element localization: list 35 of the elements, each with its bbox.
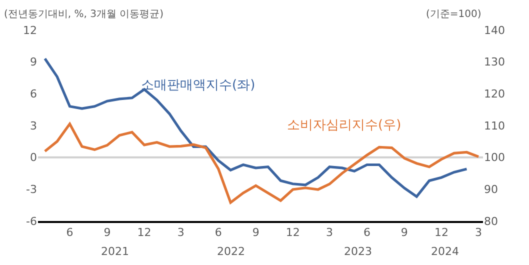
y-tick-label: 9 <box>30 56 37 69</box>
x-tick-label: 6 <box>363 226 370 239</box>
line-series <box>44 57 468 198</box>
text: (전년동기대비, %, 3개월 이동평균) <box>4 9 164 20</box>
x-tick-label: 12 <box>286 226 300 239</box>
y-tick-label: -3 <box>26 183 37 196</box>
text: 2021 <box>101 245 129 258</box>
x-tick-label: 3 <box>475 226 482 239</box>
text: 2023 <box>344 245 372 258</box>
x-tick-label: 9 <box>104 226 111 239</box>
y-tick-label: 0 <box>30 151 37 164</box>
x-tick-label: 6 <box>66 226 74 239</box>
y2-tick-label: 140 <box>484 24 505 37</box>
x-tick-label: 9 <box>252 226 260 239</box>
y2-tick-label: 110 <box>484 119 505 132</box>
y-tick-label: 6 <box>30 88 37 101</box>
text: 2024 <box>431 245 459 258</box>
y-tick-label: 3 <box>30 119 37 132</box>
y-tick-label: -6 <box>26 214 37 228</box>
y2-tick-label: 80 <box>484 214 498 228</box>
y2-tick-label: 130 <box>484 56 505 69</box>
y2-tick-label: 100 <box>484 151 505 164</box>
x-tick-label: 12 <box>137 226 152 239</box>
x-tick-label: 6 <box>214 226 222 239</box>
y2-tick-label: 90 <box>484 183 498 196</box>
series-label: 소비자심리지수(우) <box>287 118 402 133</box>
y2-tick-label: 120 <box>484 88 505 101</box>
x-tick-label: 9 <box>400 226 408 239</box>
y-tick-label: 12 <box>23 24 37 37</box>
text: 2022 <box>217 245 245 258</box>
text: (기준=100) <box>426 9 482 20</box>
x-tick-label: 3 <box>177 226 184 239</box>
series-label: 소매판매액지수(좌) <box>141 78 256 93</box>
x-tick-label: 3 <box>326 226 334 239</box>
x-tick-label: 12 <box>434 226 448 239</box>
